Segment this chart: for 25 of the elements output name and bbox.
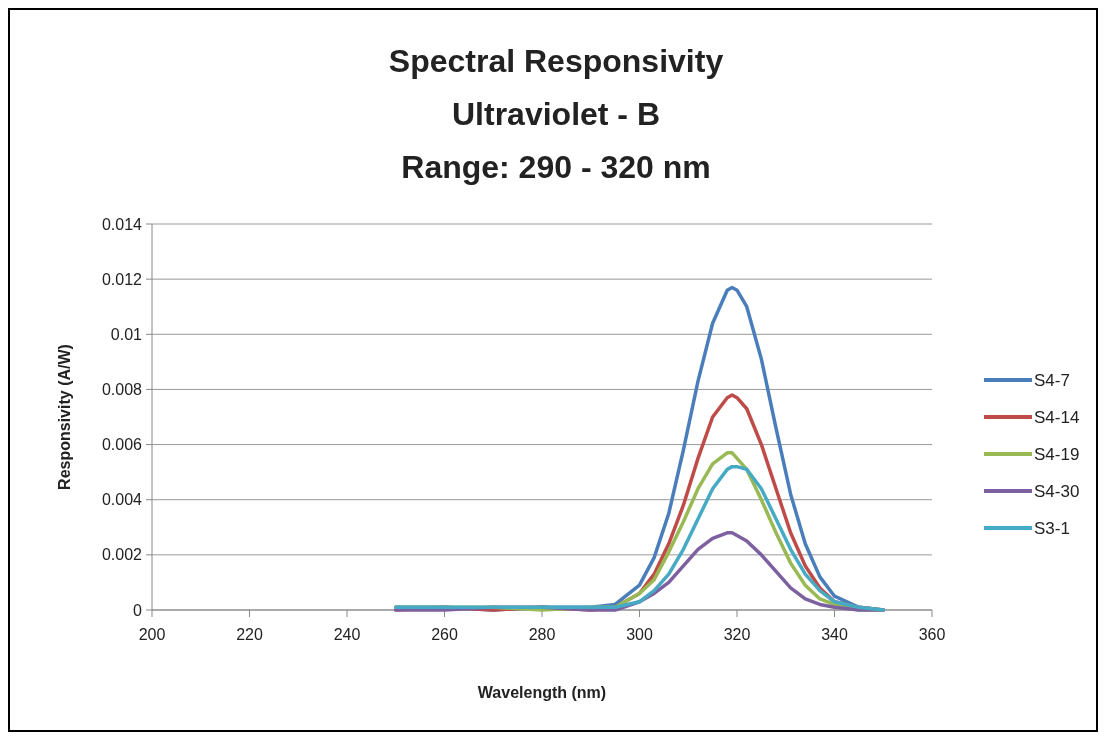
y-tick-label: 0 [133, 601, 143, 619]
y-tick-label: 0.014 [101, 215, 143, 233]
legend-label: S4-30 [1034, 481, 1080, 501]
x-tick-label: 320 [723, 626, 751, 643]
y-tick-label: 0.006 [101, 436, 143, 454]
y-tick-label: 0.008 [101, 381, 143, 399]
y-tick-label: 0.002 [101, 546, 143, 564]
legend-label: S4-14 [1034, 407, 1080, 427]
legend-label: S4-19 [1034, 444, 1080, 464]
y-tick-label: 0.01 [110, 325, 143, 343]
x-tick-label: 280 [528, 626, 556, 643]
y-tick-label: 0.012 [101, 270, 143, 288]
x-tick-label: 220 [236, 626, 263, 643]
x-tick-label: 200 [138, 626, 166, 643]
x-tick-label: 340 [821, 626, 848, 643]
legend-label: S3-1 [1034, 518, 1070, 538]
legend-label: S4-7 [1034, 370, 1070, 390]
x-tick-label: 240 [333, 626, 361, 643]
y-tick-label: 0.004 [101, 491, 143, 509]
y-axis-title: Responsivity (A/W) [56, 344, 73, 490]
chart-title: Spectral Responsivity Ultraviolet - B Range: 290 - 320 nm [388, 43, 724, 185]
x-tick-label: 300 [626, 626, 653, 643]
x-tick-label: 260 [431, 626, 458, 643]
x-tick-label: 360 [918, 626, 946, 643]
x-axis-title: Wavelength (nm) [477, 684, 607, 701]
